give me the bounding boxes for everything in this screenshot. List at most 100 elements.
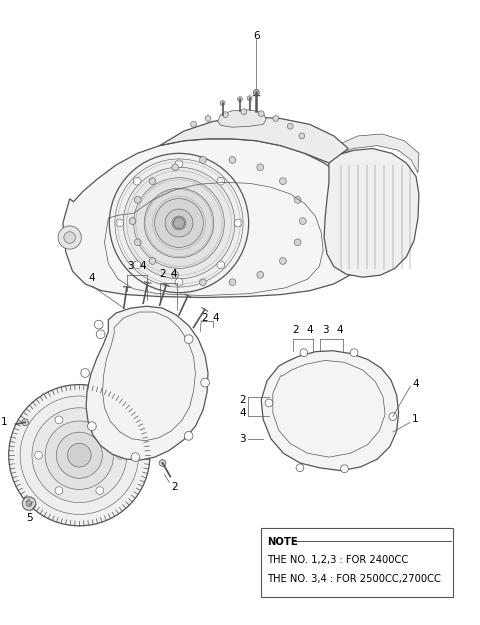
Text: 6: 6	[253, 31, 260, 41]
Circle shape	[144, 188, 214, 258]
Circle shape	[205, 116, 211, 121]
Circle shape	[165, 209, 193, 237]
Circle shape	[96, 487, 104, 494]
Circle shape	[200, 279, 206, 286]
Circle shape	[288, 123, 293, 129]
Circle shape	[109, 153, 249, 292]
Circle shape	[175, 160, 183, 168]
Circle shape	[134, 239, 141, 246]
Text: 4: 4	[336, 325, 343, 335]
Circle shape	[68, 443, 91, 467]
Polygon shape	[324, 149, 419, 277]
Circle shape	[133, 261, 141, 269]
Polygon shape	[86, 306, 208, 460]
Polygon shape	[218, 110, 266, 128]
Circle shape	[22, 419, 28, 426]
Circle shape	[258, 111, 264, 117]
Circle shape	[201, 378, 209, 387]
Text: 2: 2	[239, 395, 246, 405]
Circle shape	[172, 216, 186, 230]
Text: THE NO. 1,2,3 : FOR 2400CC: THE NO. 1,2,3 : FOR 2400CC	[267, 555, 408, 565]
Circle shape	[350, 349, 358, 356]
Polygon shape	[160, 117, 348, 163]
Circle shape	[58, 226, 81, 249]
Circle shape	[273, 116, 279, 121]
Circle shape	[257, 271, 264, 278]
Circle shape	[26, 501, 32, 506]
Circle shape	[229, 279, 236, 286]
Circle shape	[279, 258, 286, 264]
Text: 3: 3	[322, 325, 328, 335]
Circle shape	[175, 278, 183, 286]
Text: 3: 3	[127, 261, 134, 271]
Circle shape	[116, 219, 124, 227]
Circle shape	[234, 219, 242, 227]
Circle shape	[81, 369, 89, 378]
Circle shape	[173, 217, 185, 229]
Circle shape	[200, 156, 206, 163]
Circle shape	[149, 258, 156, 264]
Circle shape	[20, 396, 139, 514]
Circle shape	[64, 232, 75, 243]
Circle shape	[172, 271, 179, 278]
Text: 1: 1	[1, 418, 8, 428]
Circle shape	[191, 121, 196, 127]
Circle shape	[279, 177, 286, 184]
Circle shape	[217, 177, 225, 185]
Circle shape	[115, 159, 243, 287]
Text: 2: 2	[201, 313, 208, 323]
Circle shape	[238, 97, 242, 102]
Circle shape	[55, 487, 63, 494]
Text: 4: 4	[140, 261, 146, 271]
Circle shape	[96, 330, 105, 339]
Circle shape	[223, 112, 228, 118]
Circle shape	[116, 451, 124, 459]
Circle shape	[217, 261, 225, 269]
Polygon shape	[334, 134, 419, 172]
Circle shape	[45, 421, 114, 489]
Circle shape	[55, 416, 63, 424]
Circle shape	[253, 89, 259, 95]
Circle shape	[129, 217, 136, 224]
Circle shape	[265, 399, 273, 407]
Polygon shape	[63, 139, 372, 298]
Circle shape	[172, 164, 179, 171]
Text: 2: 2	[293, 325, 300, 335]
Circle shape	[300, 217, 306, 224]
Circle shape	[184, 431, 193, 440]
Text: 2: 2	[159, 269, 166, 279]
Text: 2: 2	[171, 482, 178, 492]
Text: 1: 1	[412, 414, 419, 424]
Circle shape	[131, 452, 140, 461]
Circle shape	[296, 464, 304, 472]
Circle shape	[95, 320, 103, 329]
Circle shape	[300, 349, 308, 356]
Circle shape	[294, 196, 301, 203]
Circle shape	[134, 196, 141, 203]
Circle shape	[341, 465, 348, 472]
Circle shape	[294, 239, 301, 246]
Circle shape	[241, 109, 247, 114]
Circle shape	[9, 384, 150, 526]
Circle shape	[123, 168, 235, 279]
Text: 4: 4	[89, 273, 95, 283]
Text: 4: 4	[171, 269, 178, 279]
Circle shape	[247, 96, 252, 101]
Circle shape	[87, 422, 96, 431]
Circle shape	[149, 177, 156, 184]
Text: 3: 3	[239, 434, 246, 444]
Text: NOTE: NOTE	[267, 538, 298, 548]
Circle shape	[155, 199, 204, 248]
Text: 5: 5	[26, 513, 32, 523]
Text: 4: 4	[239, 408, 246, 418]
Circle shape	[299, 133, 305, 139]
Circle shape	[32, 408, 127, 502]
Polygon shape	[261, 351, 398, 471]
Bar	[261, 528, 453, 598]
Circle shape	[184, 335, 193, 344]
Circle shape	[389, 412, 396, 421]
Circle shape	[159, 459, 166, 466]
Text: 4: 4	[213, 313, 219, 323]
Circle shape	[56, 432, 102, 478]
Text: 4: 4	[412, 379, 419, 389]
